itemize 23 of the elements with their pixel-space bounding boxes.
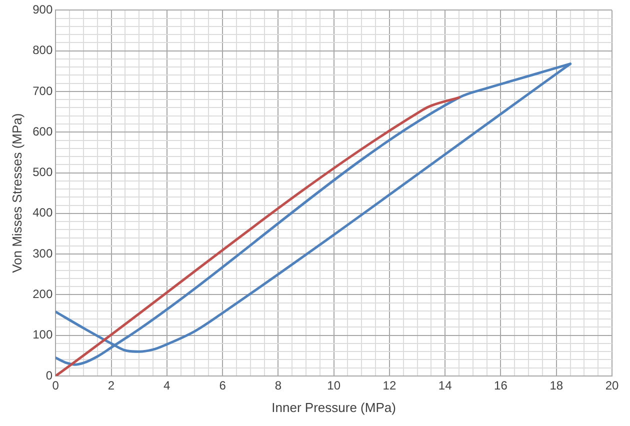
- x-tick-label: 6: [219, 378, 226, 393]
- x-tick-label: 14: [438, 378, 452, 393]
- x-tick-label: 2: [108, 378, 115, 393]
- y-tick-label: 900: [32, 2, 53, 17]
- x-tick-label: 20: [605, 378, 619, 393]
- x-tick-label: 16: [494, 378, 508, 393]
- x-tick-label: 8: [274, 378, 282, 393]
- y-tick-label: 500: [32, 165, 53, 180]
- x-tick-label: 4: [164, 378, 171, 393]
- y-tick-label: 700: [32, 84, 53, 98]
- y-tick-label: 200: [32, 287, 53, 302]
- y-tick-label: 100: [32, 328, 53, 342]
- x-tick-label: 18: [550, 378, 564, 393]
- y-axis-title: Von Misses Stresses (MPa): [9, 113, 24, 273]
- y-tick-label: 600: [32, 124, 53, 138]
- line-series: [56, 96, 460, 376]
- y-tick-label: 0: [46, 368, 53, 382]
- y-tick-label: 300: [32, 246, 53, 260]
- y-tick-label: 800: [32, 43, 53, 58]
- x-axis-title: Inner Pressure (MPa): [272, 400, 396, 415]
- x-tick-label: 12: [382, 378, 396, 393]
- y-tick-label: 400: [32, 206, 53, 220]
- x-tick-label: 10: [327, 378, 341, 393]
